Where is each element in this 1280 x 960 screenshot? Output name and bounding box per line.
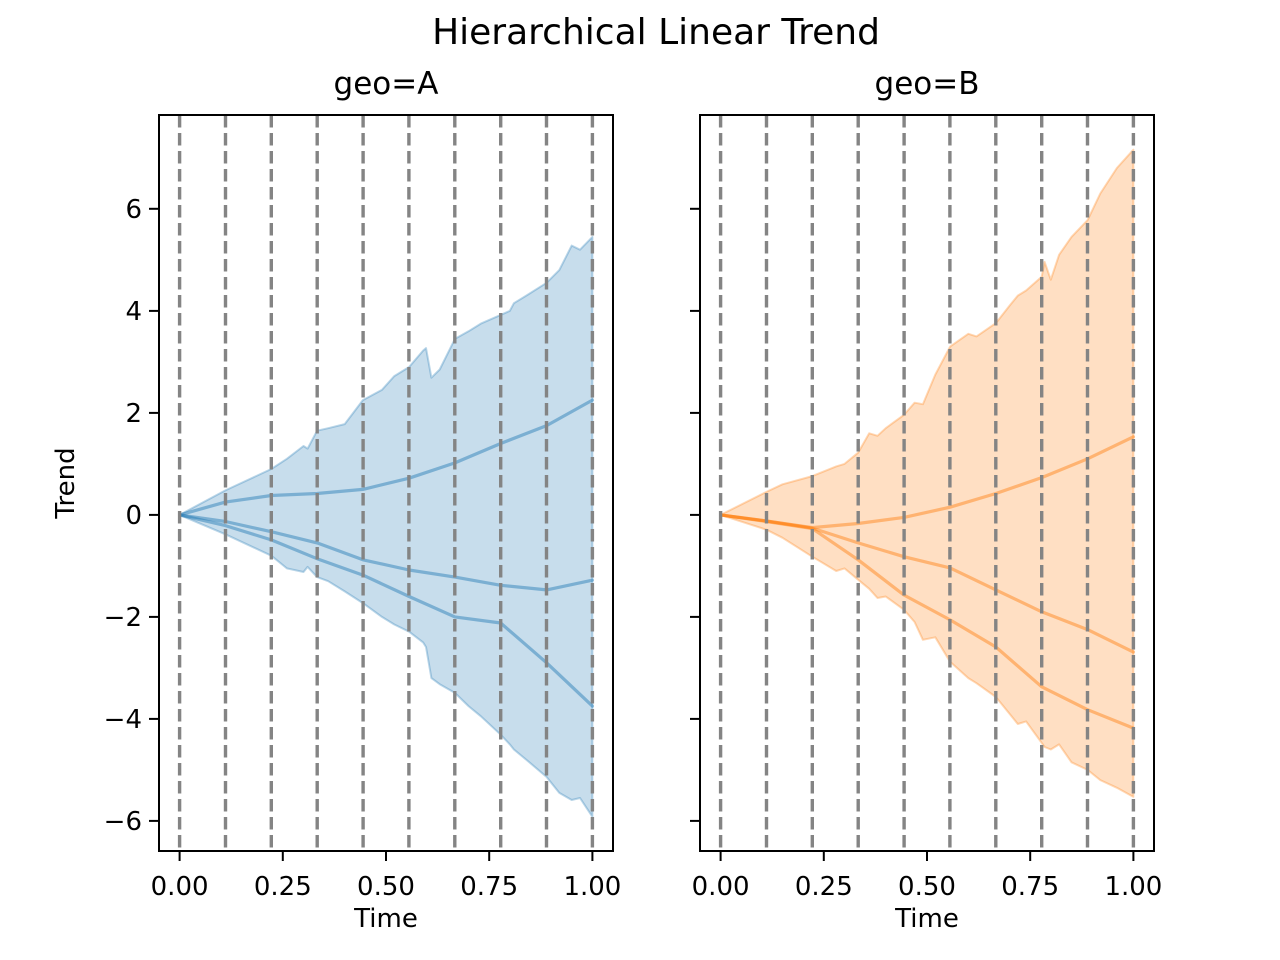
trend-line-posterior-draw-mid (718, 513, 1136, 654)
x-tick-label: 0.50 (357, 872, 415, 902)
x-axis-label-b: Time (895, 904, 959, 934)
y-tick-label: 0 (125, 501, 142, 531)
subplot-a-title: geo=A (333, 66, 439, 102)
y-tick-label: −6 (104, 807, 142, 837)
x-tick-label: 0.25 (795, 872, 853, 902)
x-tick-label: 1.00 (563, 872, 621, 902)
uncertainty-band (178, 235, 594, 818)
x-tick-label: 0.50 (898, 872, 956, 902)
subplot-b-title: geo=B (874, 66, 980, 102)
trend-line-posterior-draw-mid (178, 513, 595, 592)
y-tick-label: −2 (104, 603, 142, 633)
x-tick-label: 1.00 (1104, 872, 1162, 902)
y-tick-label: 4 (125, 297, 142, 327)
x-tick-label: 0.00 (151, 872, 209, 902)
uncertainty-band (719, 148, 1135, 798)
trend-line-posterior-draw-down (178, 513, 595, 708)
x-axis-label-a: Time (354, 904, 418, 934)
y-tick-label: 6 (125, 195, 142, 225)
subplot-geo=B: 0.00 0.25 0.50 0.75 1.00 (690, 114, 1162, 902)
trend-line-posterior-draw-down (718, 513, 1136, 730)
figure-title: Hierarchical Linear Trend (432, 12, 880, 53)
y-tick-label: −4 (104, 705, 142, 735)
x-tick-label: 0.75 (1001, 872, 1059, 902)
subplot-geo=A: 0.00 0.25 0.50 0.75 1.00 −6 −4 −2 0 2 4 6 (104, 114, 621, 902)
x-tick-label: 0.00 (692, 872, 750, 902)
trend-line-posterior-draw-up (178, 398, 595, 517)
x-tick-label: 0.75 (460, 872, 518, 902)
x-tick-label: 0.25 (254, 872, 312, 902)
trend-line-posterior-draw-up (718, 435, 1136, 530)
y-tick-label: 2 (125, 399, 142, 429)
